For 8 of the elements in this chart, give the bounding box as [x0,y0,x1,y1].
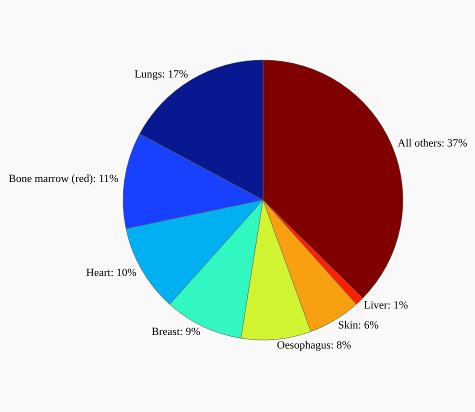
slice-label: Breast: 9% [152,326,200,338]
slice-label: Lungs: 17% [134,68,188,81]
slice-label: Heart: 10% [86,267,137,279]
slice-label: Liver: 1% [364,300,408,312]
slice-label: Bone marrow (red): 11% [8,173,118,186]
slice-label: All others: 37% [398,138,468,150]
slice-label: Oesophagus: 8% [276,339,352,352]
slice-label: Skin: 6% [338,319,379,332]
